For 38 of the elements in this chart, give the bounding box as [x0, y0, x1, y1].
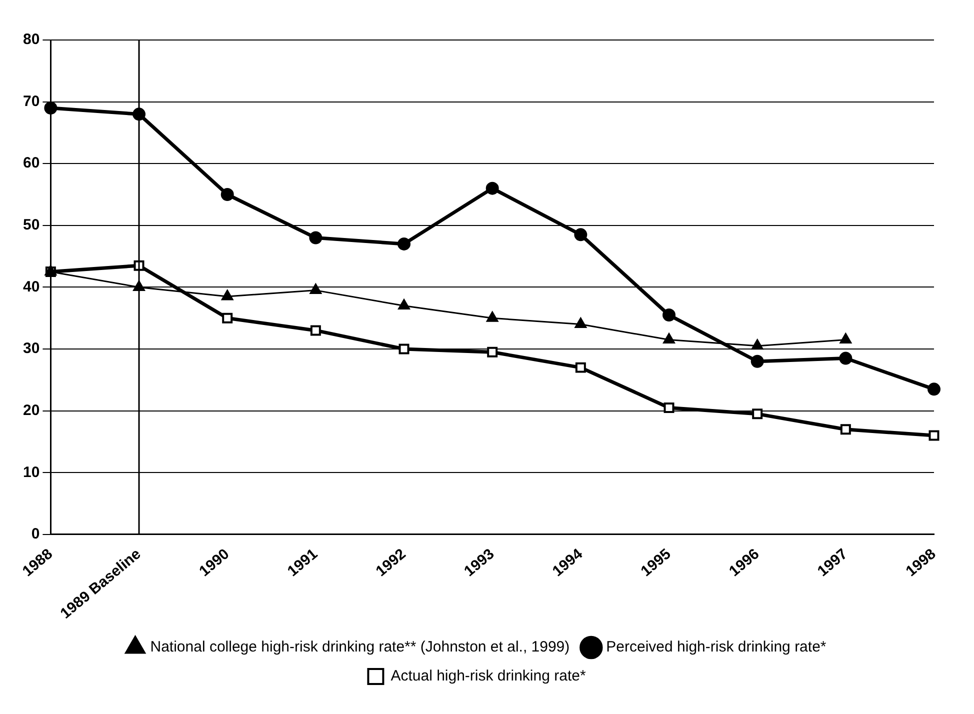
point	[752, 408, 763, 420]
y-tick-label: 80	[22, 31, 40, 48]
point	[662, 308, 676, 322]
y-tick-label: 10	[22, 464, 40, 481]
point	[222, 312, 233, 324]
y-tick-label: 0	[31, 526, 40, 543]
point	[750, 354, 764, 368]
legend-label: Actual high-risk drinking rate*	[390, 668, 586, 685]
point	[574, 318, 586, 328]
point	[398, 344, 410, 354]
point	[664, 402, 674, 413]
legend-label: Perceived high-risk drinking rate*	[606, 638, 826, 656]
point	[309, 231, 322, 244]
y-tick-label: 20	[22, 402, 40, 419]
y-tick-label: 40	[22, 278, 40, 296]
point	[663, 333, 675, 344]
point	[220, 188, 234, 202]
point	[928, 430, 940, 441]
point	[574, 228, 588, 242]
point	[487, 346, 498, 358]
point	[398, 299, 410, 310]
point	[575, 362, 586, 373]
point	[310, 284, 322, 294]
point	[222, 290, 234, 300]
point	[752, 339, 764, 350]
point	[928, 382, 940, 396]
point	[486, 182, 499, 195]
point	[839, 352, 852, 365]
y-tick-label: 70	[22, 92, 40, 110]
point	[398, 237, 411, 250]
point	[840, 333, 852, 344]
y-tick-label: 60	[22, 154, 40, 172]
legend-label: National college high-risk drinking rate** (Johnston et al., 1999)	[150, 638, 570, 656]
y-tick-label: 30	[22, 340, 40, 358]
point	[310, 325, 321, 336]
y-tick-label: 50	[22, 216, 40, 234]
point	[840, 424, 851, 435]
point	[486, 312, 498, 322]
